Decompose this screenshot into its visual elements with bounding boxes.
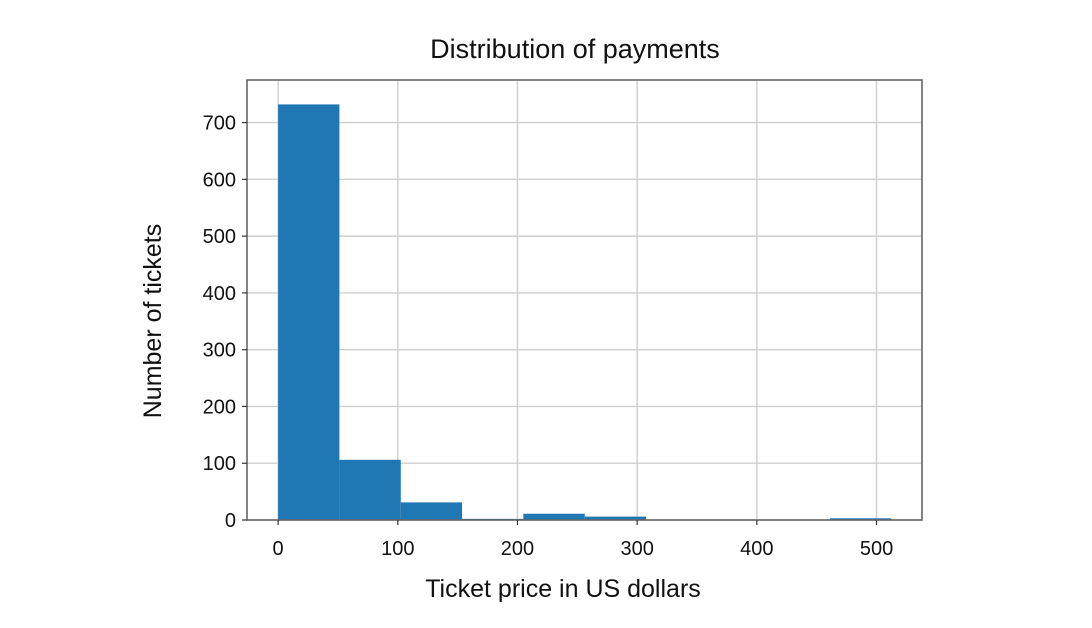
y-axis-ticks: 0 100 200 300 400 500 600 700	[203, 113, 247, 532]
y-tick-label: 0	[225, 510, 236, 532]
x-tick-label: 500	[860, 538, 893, 560]
x-tick-label: 300	[620, 538, 653, 560]
x-axis-ticks: 0 100 200 300 400 500	[273, 520, 893, 560]
x-tick-label: 100	[381, 538, 414, 560]
histogram-bar-4	[523, 513, 585, 520]
histogram-bar-2	[400, 502, 463, 520]
y-tick-label: 400	[203, 283, 236, 305]
x-axis-label: Ticket price in US dollars	[425, 575, 701, 603]
y-tick-label: 500	[203, 226, 236, 248]
y-tick-label: 600	[203, 169, 236, 191]
grid-lines	[247, 80, 922, 521]
y-tick-label: 200	[203, 396, 236, 418]
chart-title: Distribution of payments	[430, 34, 720, 64]
histogram-bar-0	[278, 104, 340, 520]
histogram-bar-5	[584, 516, 647, 520]
x-tick-label: 400	[740, 538, 773, 560]
y-tick-label: 100	[203, 453, 236, 475]
histogram-bar-9	[829, 518, 892, 520]
histogram-bar-1	[339, 459, 401, 520]
histogram-bars	[278, 104, 892, 520]
plot-frame	[246, 79, 923, 521]
y-axis-label: Number of tickets	[139, 224, 167, 419]
y-tick-label: 300	[203, 340, 236, 362]
y-tick-label: 700	[203, 113, 236, 135]
x-tick-label: 200	[501, 538, 534, 560]
x-tick-label: 0	[273, 538, 284, 560]
